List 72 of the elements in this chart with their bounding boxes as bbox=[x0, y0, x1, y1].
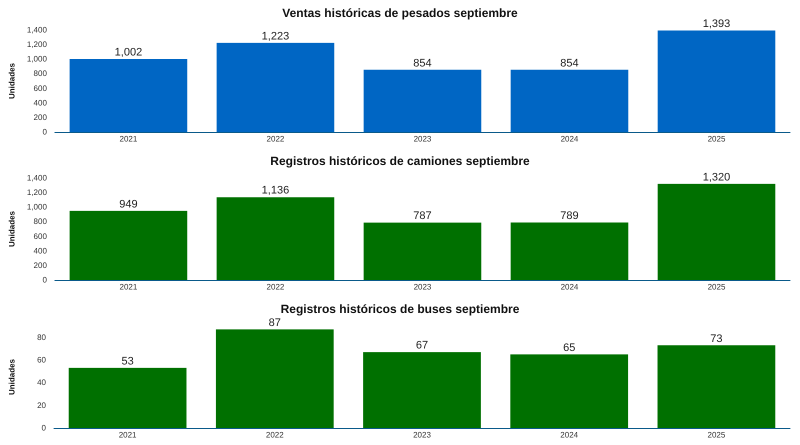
y-axis-title: Unidades bbox=[8, 62, 16, 100]
x-tick-label: 2022 bbox=[266, 134, 285, 144]
bar bbox=[364, 222, 482, 280]
y-tick-label: 20 bbox=[37, 400, 47, 410]
y-tick-label: 80 bbox=[37, 332, 47, 342]
x-tick-label: 2024 bbox=[560, 282, 579, 292]
data-label: 789 bbox=[560, 210, 579, 222]
x-tick-label: 2025 bbox=[708, 134, 726, 144]
bar bbox=[510, 354, 628, 428]
bar bbox=[70, 58, 188, 132]
y-tick-label: 200 bbox=[34, 112, 48, 122]
data-label: 67 bbox=[416, 340, 428, 352]
y-tick-label: 400 bbox=[34, 98, 48, 108]
y-tick-label: 0 bbox=[42, 276, 48, 284]
data-label: 73 bbox=[710, 332, 723, 345]
x-tick-label: 2021 bbox=[120, 282, 138, 292]
data-label: 1,002 bbox=[114, 46, 142, 58]
bar bbox=[364, 70, 482, 132]
data-label: 87 bbox=[268, 316, 281, 329]
y-tick-label: 600 bbox=[34, 84, 48, 93]
y-tick-label: 200 bbox=[34, 260, 48, 270]
chart-title: Ventas históricas de pesados septiembre bbox=[282, 6, 518, 20]
data-label: 1,393 bbox=[702, 18, 730, 30]
data-label: 787 bbox=[413, 210, 432, 222]
y-tick-label: 800 bbox=[34, 217, 48, 226]
bar bbox=[216, 197, 334, 280]
y-tick-label: 1,400 bbox=[26, 174, 48, 182]
bar bbox=[216, 329, 334, 428]
bar bbox=[216, 42, 334, 132]
y-tick-label: 400 bbox=[34, 246, 48, 256]
y-tick-label: 0 bbox=[42, 424, 47, 432]
x-tick-label: 2025 bbox=[708, 282, 726, 292]
y-tick-label: 40 bbox=[37, 378, 47, 388]
x-tick-label: 2023 bbox=[414, 134, 432, 144]
data-label: 949 bbox=[119, 198, 138, 210]
bar bbox=[68, 368, 186, 428]
data-label: 1,223 bbox=[262, 30, 290, 42]
data-label: 65 bbox=[563, 342, 576, 354]
x-tick-label: 2023 bbox=[413, 430, 432, 440]
x-tick-label: 2025 bbox=[708, 430, 726, 440]
bar bbox=[510, 70, 628, 132]
y-tick-label: 0 bbox=[42, 128, 48, 136]
bar bbox=[658, 345, 776, 428]
x-tick-label: 2023 bbox=[414, 282, 432, 292]
x-tick-label: 2021 bbox=[120, 134, 138, 144]
data-label: 854 bbox=[560, 57, 579, 70]
y-axis-title: Unidades bbox=[8, 358, 16, 396]
data-label: 53 bbox=[121, 355, 134, 368]
chart-title: Registros históricos de camiones septiembre bbox=[270, 154, 530, 168]
y-tick-label: 1,200 bbox=[26, 40, 48, 50]
data-label: 1,136 bbox=[262, 184, 290, 197]
x-tick-label: 2022 bbox=[266, 282, 285, 292]
y-axis-title: Unidades bbox=[8, 210, 16, 248]
y-tick-label: 1,000 bbox=[26, 202, 48, 212]
y-tick-label: 1,200 bbox=[26, 188, 48, 198]
bar bbox=[510, 222, 628, 280]
y-tick-label: 600 bbox=[34, 232, 48, 241]
bar bbox=[658, 30, 776, 132]
x-tick-label: 2022 bbox=[266, 430, 284, 440]
bar bbox=[658, 184, 776, 280]
data-label: 854 bbox=[413, 57, 432, 70]
y-tick-label: 60 bbox=[37, 356, 47, 364]
bar bbox=[70, 210, 188, 280]
y-tick-label: 800 bbox=[34, 69, 48, 78]
x-tick-label: 2024 bbox=[560, 134, 579, 144]
x-tick-label: 2024 bbox=[560, 430, 579, 440]
x-tick-label: 2021 bbox=[118, 430, 138, 440]
chart-title: Registros históricos de buses septiembre bbox=[280, 302, 520, 316]
data-label: 1,320 bbox=[702, 171, 730, 184]
y-tick-label: 1,000 bbox=[26, 54, 48, 64]
y-tick-label: 1,400 bbox=[26, 26, 48, 34]
bar bbox=[363, 352, 481, 428]
